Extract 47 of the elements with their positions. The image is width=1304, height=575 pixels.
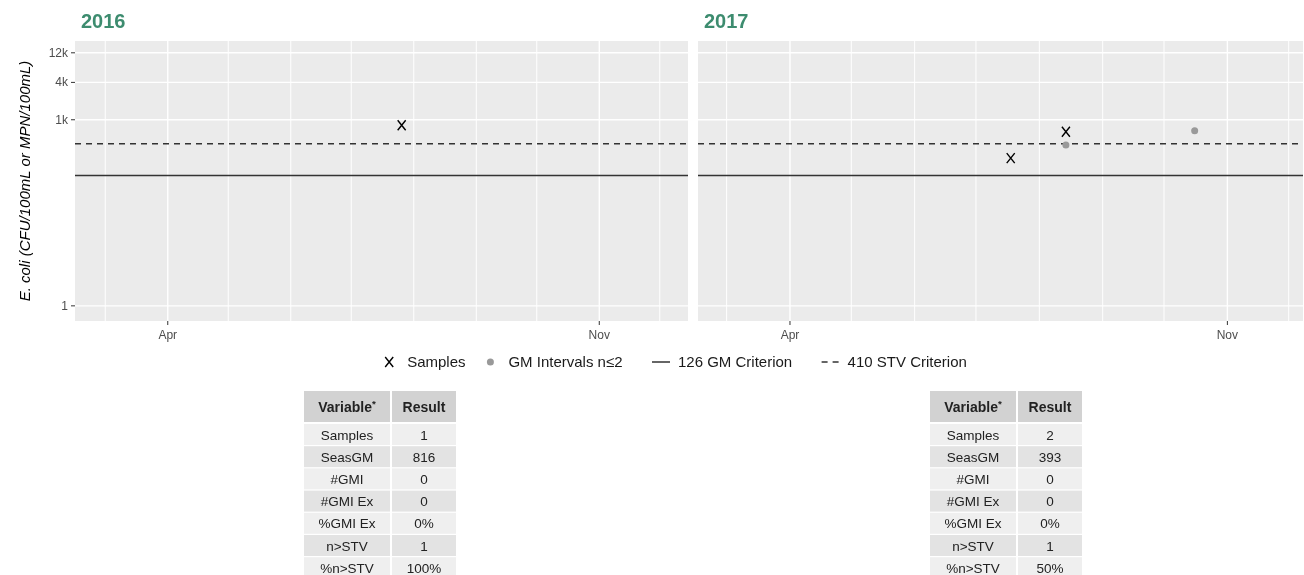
text: Variable$^{*}$ bbox=[944, 397, 1002, 415]
text: 0 bbox=[1046, 494, 1054, 510]
y-tick-label: 4k bbox=[55, 75, 69, 90]
text: n>STV bbox=[326, 538, 368, 554]
text: n>STV bbox=[952, 538, 994, 554]
text: 0% bbox=[1040, 516, 1060, 532]
text: #GMI Ex bbox=[946, 494, 1000, 510]
text: 1 bbox=[420, 538, 428, 554]
text: SeasGM bbox=[320, 449, 374, 465]
legend-label: 126 GM Criterion bbox=[678, 353, 793, 370]
text: %n>STV bbox=[320, 560, 374, 575]
text: 1 bbox=[1046, 538, 1054, 554]
chart-title: 2016 bbox=[81, 10, 126, 32]
y-tick-label: 12k bbox=[48, 45, 69, 60]
text: #GMI bbox=[330, 471, 364, 487]
legend-label: Samples bbox=[407, 353, 466, 370]
text: 393 bbox=[1038, 449, 1062, 465]
text: %GMI Ex bbox=[944, 516, 1002, 532]
text: #GMI Ex bbox=[320, 494, 374, 510]
text: 100% bbox=[406, 560, 442, 575]
text: 0% bbox=[414, 516, 434, 532]
text: Result bbox=[402, 398, 446, 415]
text: 0 bbox=[420, 494, 428, 510]
text: #GMI bbox=[956, 471, 990, 487]
text: 50% bbox=[1036, 560, 1064, 575]
text: %n>STV bbox=[946, 560, 1000, 575]
legend-label: GM Intervals n≤2 bbox=[508, 353, 623, 370]
text: 0 bbox=[1046, 471, 1054, 487]
chart-title: 2017 bbox=[704, 10, 749, 32]
x-tick-label: Apr bbox=[158, 328, 178, 342]
x-tick-label: Nov bbox=[588, 328, 610, 342]
text: Samples bbox=[946, 427, 1000, 443]
text: 2 bbox=[1046, 427, 1054, 443]
text: Result bbox=[1028, 398, 1072, 415]
x-tick-label: Apr bbox=[780, 328, 800, 342]
legend-label: 410 STV Criterion bbox=[847, 353, 967, 370]
text: Samples bbox=[320, 427, 374, 443]
text: 1 bbox=[420, 427, 428, 443]
y-axis-title: E. coli (CFU/100mL or MPN/100mL) bbox=[16, 60, 33, 302]
text: SeasGM bbox=[946, 449, 1000, 465]
text: %GMI Ex bbox=[318, 516, 376, 532]
y-tick-label: 1 bbox=[61, 298, 69, 313]
y-tick-label: 1k bbox=[55, 112, 69, 127]
x-tick-label: Nov bbox=[1216, 328, 1239, 342]
text: 0 bbox=[420, 471, 428, 487]
text: 816 bbox=[412, 449, 436, 465]
text: Variable$^{*}$ bbox=[318, 397, 376, 415]
